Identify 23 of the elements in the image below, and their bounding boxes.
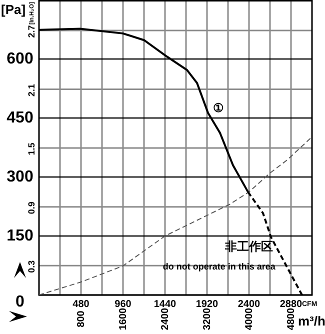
annotation: 非工作区 xyxy=(224,240,274,254)
x-tick-label: 1600 xyxy=(118,307,129,330)
y2-tick-label: 1.5 xyxy=(26,142,36,156)
y-tick-label: 450 xyxy=(6,109,34,126)
annotation: do not operate in this area xyxy=(162,261,276,272)
line-series xyxy=(39,136,312,295)
y2-tick-label: 2.7 xyxy=(26,25,36,38)
y2-tick-label: 2.1 xyxy=(26,84,36,97)
x2-tick-label: 480 xyxy=(72,298,90,310)
y-tick-label: 300 xyxy=(6,168,34,186)
series-label: ① xyxy=(212,101,224,116)
x-tick-label: 800 xyxy=(76,310,87,328)
x-axis-title: m³/h xyxy=(298,314,325,329)
x-tick-label: 4800 xyxy=(286,307,297,330)
y2-tick-label: 0.3 xyxy=(26,260,36,273)
y-axis-title: [Pa] xyxy=(1,2,26,18)
x-tick-label: 4000 xyxy=(244,307,255,330)
y-tick-label: 600 xyxy=(6,50,34,68)
y-tick-label: 150 xyxy=(6,227,34,244)
x-tick-label: 3200 xyxy=(202,307,213,330)
x-tick-label: 2400 xyxy=(160,307,171,330)
y2-tick-label: 0.9 xyxy=(26,202,36,214)
y-tick-label: 0 xyxy=(16,293,25,310)
